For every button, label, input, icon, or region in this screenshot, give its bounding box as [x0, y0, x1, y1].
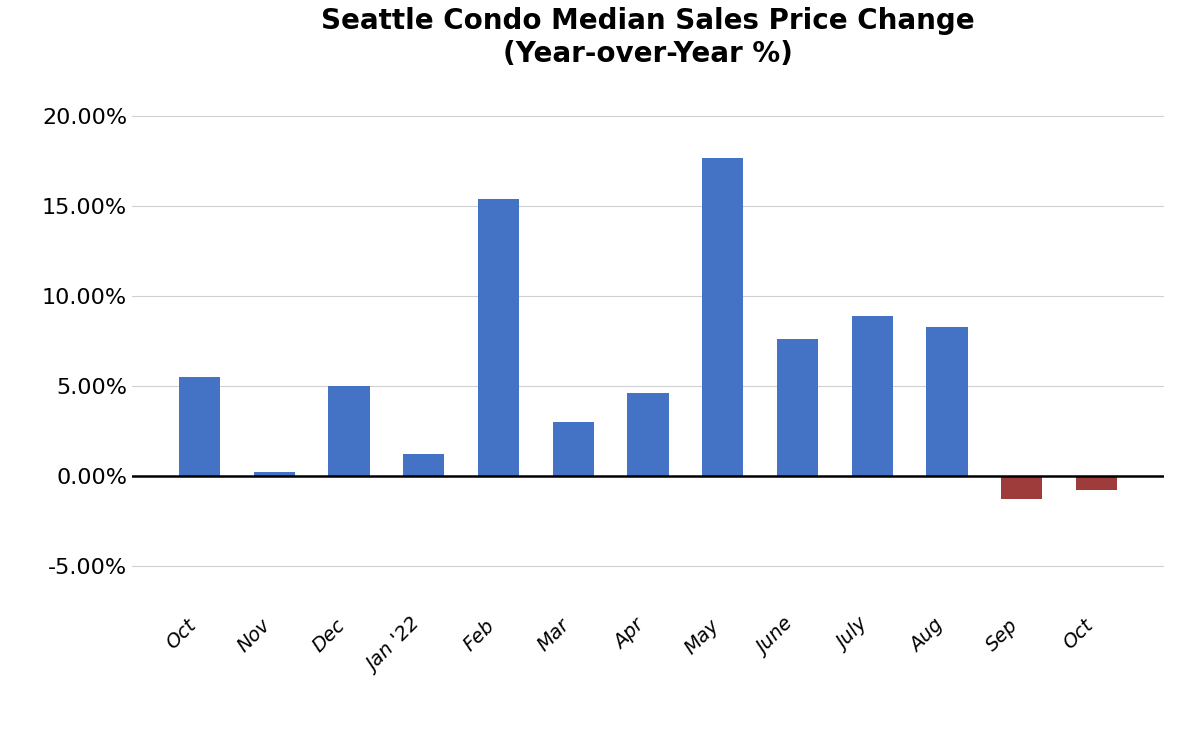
Bar: [553, 422, 594, 476]
Bar: [1001, 476, 1043, 499]
Bar: [628, 393, 668, 476]
Bar: [776, 340, 818, 476]
Bar: [403, 454, 444, 476]
Bar: [1076, 476, 1117, 490]
Bar: [926, 327, 967, 476]
Bar: [329, 386, 370, 476]
Bar: [702, 158, 743, 476]
Bar: [478, 199, 520, 476]
Bar: [253, 472, 295, 476]
Bar: [852, 316, 893, 476]
Bar: [179, 377, 220, 476]
Title: Seattle Condo Median Sales Price Change
(Year-over-Year %): Seattle Condo Median Sales Price Change …: [322, 7, 974, 68]
